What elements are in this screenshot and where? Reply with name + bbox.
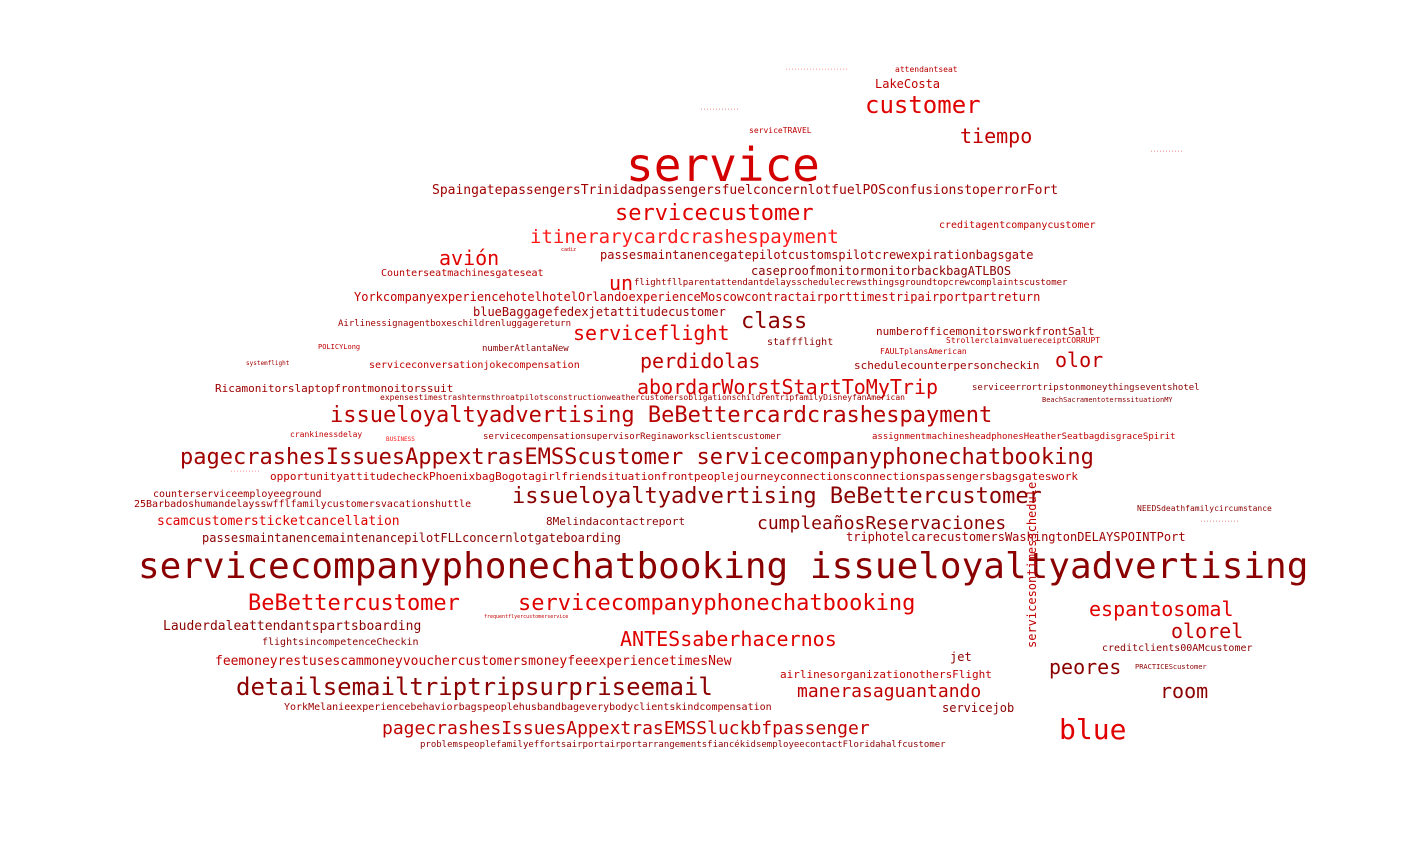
filler-word: ··········· — [1150, 149, 1184, 155]
word-un: un — [609, 271, 634, 295]
word-expenses: expensestimestrashtermsthroatpilotsconst… — [380, 393, 905, 402]
word-creditagent: creditagentcompanycustomer — [939, 220, 1096, 231]
word-bluebaggage: blueBaggagefedexjetattitudecustomer — [473, 305, 726, 319]
word-assignment: assignmentmachinesheadphonesHeatherSeatb… — [872, 432, 1176, 442]
word-practicescustomer: PRACTICEScustomer — [1135, 663, 1207, 671]
word-issueloyalty2: issueloyaltyadvertising BeBettercustomer — [512, 484, 1042, 509]
word-servicesontimes: servicesontimesschedule — [1025, 481, 1039, 648]
word-passesmaintenance2: passesmaintanencemaintenancepilotFLLconc… — [202, 531, 622, 545]
word-numberoffice: numberofficemonitorsworkfrontSalt — [876, 325, 1095, 338]
word-room: room — [1160, 679, 1209, 703]
word-detailsemail: detailsemailtriptripsurpriseemail — [236, 673, 713, 701]
word-servicetravel: serviceTRAVEL — [749, 126, 812, 135]
word-triphotel: triphotelcarecustomersWashingtonDELAYSPO… — [846, 530, 1186, 544]
filler-word: ·········· — [230, 469, 261, 475]
word-counterservice: counterserviceemployeeground — [153, 489, 322, 500]
word-problems: problemspeoplefamilyeffortsairportairpor… — [420, 740, 946, 750]
word-pagecrashes2: pagecrashesIssuesAppextrasEMSSluckbfpass… — [382, 718, 870, 739]
word-lakecosta: LakeCosta — [875, 77, 941, 91]
filler-word: ············· — [700, 107, 740, 113]
word-flightfll: flightfllparentattendantdelaysschedulecr… — [634, 278, 1068, 288]
word-peores: peores — [1049, 655, 1122, 679]
word-espantosomal: espantosomal — [1089, 597, 1234, 621]
word-airlinessign: Airlinessignagentboxeschildrenluggageret… — [338, 319, 571, 329]
word-schedulecounter: schedulecounterpersoncheckin — [854, 359, 1040, 372]
word-numberatlanta: numberAtlantaNew — [482, 344, 569, 354]
word-faultplans: FAULTplansAmerican — [880, 347, 967, 356]
word-class: class — [741, 309, 808, 334]
word-systemflight: systemflight — [246, 360, 290, 367]
word-jet: jet — [950, 650, 972, 664]
word-cumpleanos: cumpleañosReservaciones — [757, 513, 1007, 534]
word-servicejob: servicejob — [942, 701, 1015, 715]
word-antes: ANTESsaberhacernos — [620, 627, 837, 651]
word-manerasaguantando: manerasaguantando — [797, 681, 982, 702]
word-serviceconversation: serviceconversationjokecompensation — [369, 360, 580, 371]
word-olor: olor — [1055, 348, 1104, 372]
word-yorkcompany: YorkcompanyexperiencehotelhotelOrlandoex… — [354, 290, 1041, 304]
word-servicecompany2: servicecompanyphonechatbooking — [518, 591, 916, 616]
word-blue: blue — [1059, 713, 1127, 746]
word-bebettercustomer: BeBettercustomer — [248, 591, 460, 616]
filler-word: ············· — [1200, 519, 1240, 525]
word-passesmaintenance1: passesmaintanencegatepilotcustomspilotcr… — [600, 248, 1034, 262]
word-melinda: 8Melindacontactreport — [546, 515, 686, 528]
word-avion: avión — [439, 246, 500, 270]
word-lauderdale: Lauderdaleattendantspartsboarding — [163, 619, 422, 634]
word-yorkmelanie: YorkMelanieexperiencebehaviorbagspeopleh… — [284, 702, 772, 713]
word-serviceerror: serviceerrortripstonmoneythingseventshot… — [972, 383, 1200, 393]
word-servicecompensation: servicecompensationsupervisorReginaworks… — [483, 432, 782, 442]
word-issueloyalty1: issueloyaltyadvertising BeBettercardcras… — [330, 403, 993, 428]
word-servicecompany-big: servicecompanyphonechatbooking issueloya… — [138, 546, 1309, 587]
word-opportunity: opportunityattitudecheckPhoenixbagBogota… — [270, 470, 1078, 483]
word-pagecrashes1: pagecrashesIssuesAppextrasEMSScustomer s… — [180, 445, 1094, 470]
word-barbados: 25Barbadoshumandelaysswfflfamilycustomer… — [134, 499, 472, 510]
word-itinerarycard: itinerarycardcrashespayment — [530, 226, 839, 248]
word-perdidolas: perdidolas — [640, 349, 761, 373]
word-frequentflyer: frequentflyercustomerservice — [484, 614, 569, 620]
word-needsdeath: NEEDSdeathfamilycircumstance — [1137, 504, 1272, 513]
word-strollerclaim: StrollerclaimvaluereceiptCORRUPT — [946, 336, 1101, 345]
word-olorel: olorel — [1171, 619, 1244, 643]
word-staffflight: staffflight — [767, 337, 834, 348]
word-beachsacramento: BeachSacramentotermssituationMY — [1042, 396, 1173, 404]
word-attendantseat: attendantseat — [895, 65, 958, 74]
word-creditclients: creditclients00AMcustomer — [1102, 643, 1253, 654]
filler-word: ····················· — [785, 67, 849, 73]
word-tiempo: tiempo — [960, 124, 1033, 148]
word-serviceflight: serviceflight — [573, 321, 730, 345]
word-caseproof: caseproofmonitormonitorbackbagATLBOS — [751, 264, 1012, 278]
word-customer: customer — [865, 91, 981, 119]
word-servicecustomer: servicecustomer — [615, 201, 814, 226]
word-policylong: POLICYLong — [318, 343, 361, 351]
word-scamcustomers: scamcustomersticketcancellation — [157, 514, 400, 529]
word-counterseat: Counterseatmachinesgateseat — [381, 268, 544, 279]
word-business: BUSINESS — [386, 436, 415, 443]
word-feemoney: feemoneyrestusescammoneyvouchercustomers… — [215, 654, 732, 669]
word-cadiz: cadiz — [561, 247, 577, 253]
word-spaingate: SpaingatepassengersTrinidadpassengersfue… — [432, 183, 1059, 198]
word-airlinesorg: airlinesorganizationothersFlight — [780, 668, 992, 681]
word-ricamonitors: Ricamonitorslaptopfrontmonoitorssuit — [215, 382, 454, 395]
word-service: service — [626, 138, 820, 192]
word-abordar: abordarWorstStartToMyTrip — [637, 375, 939, 399]
word-flightsincompetence: flightsincompetenceCheckin — [262, 637, 419, 648]
word-crankinessdelay: crankinessdelay — [290, 430, 363, 439]
